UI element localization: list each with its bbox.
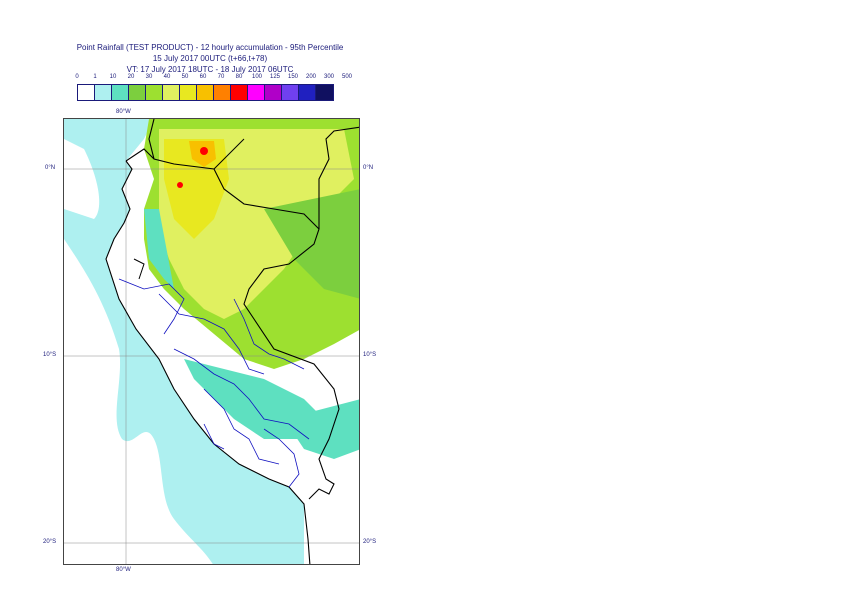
country-border <box>125 148 340 500</box>
legend-colour-box <box>163 85 180 100</box>
legend-tick-label: 500 <box>341 74 353 80</box>
rain-max-west <box>177 182 183 188</box>
legend-tick-label: 70 <box>217 74 225 80</box>
region-border <box>233 298 305 370</box>
legend-tick-label: 50 <box>181 74 189 80</box>
legend-tick-label: 1 <box>93 74 97 80</box>
lat-label-20-right: 20°S <box>363 539 377 545</box>
legend-tick-label: 125 <box>269 74 281 80</box>
legend-colour-box <box>299 85 316 100</box>
legend-colour-box <box>197 85 214 100</box>
region-border <box>263 428 300 488</box>
legend-colour-box <box>248 85 265 100</box>
legend-colour-box <box>265 85 282 100</box>
region-border <box>203 423 225 450</box>
legend-colour-box <box>316 85 333 100</box>
lat-label-10-left: 10°S <box>43 352 57 358</box>
lat-label-0-left: 0°N <box>45 165 56 171</box>
region-border <box>203 388 280 465</box>
legend-tick-label: 30 <box>145 74 153 80</box>
legend-tick-label: 100 <box>251 74 263 80</box>
ocean-dry-area-north <box>64 139 100 219</box>
chart-title: Point Rainfall (TEST PRODUCT) - 12 hourl… <box>60 42 360 75</box>
title-line-1: Point Rainfall (TEST PRODUCT) - 12 hourl… <box>76 43 344 52</box>
lon-label-top: 80°W <box>116 109 131 115</box>
rain-band-40-50 <box>164 139 229 239</box>
rain-band-1-10-coast <box>144 209 174 289</box>
colour-scale-legend: 0 1 10 20 30 40 50 60 70 80 100 125 150 200 300 500 <box>75 74 352 102</box>
rain-band-10-20-east <box>264 189 359 299</box>
country-border-ecuador-peru <box>133 258 145 280</box>
rainfall-map <box>63 118 360 565</box>
region-border <box>118 278 185 335</box>
lat-label-0-right: 0°N <box>363 165 374 171</box>
country-border-ne <box>213 138 245 170</box>
legend-tick-label: 20 <box>127 74 135 80</box>
title-line-2: 15 July 2017 00UTC (t+66,t+78) <box>152 54 268 63</box>
legend-tick-label: 200 <box>305 74 317 80</box>
legend-tick-label: 0 <box>75 74 79 80</box>
legend-colour-box <box>282 85 299 100</box>
legend-colour-box <box>78 85 95 100</box>
legend-tick-label: 60 <box>199 74 207 80</box>
legend-colour-box <box>129 85 146 100</box>
ocean-dry-area <box>64 239 213 564</box>
legend-colour-box <box>231 85 248 100</box>
legend-colour-box <box>112 85 129 100</box>
country-border-east <box>318 126 359 229</box>
lat-label-10-right: 10°S <box>363 352 377 358</box>
legend-colour-box <box>146 85 163 100</box>
legend-tick-label: 10 <box>109 74 117 80</box>
map-svg <box>64 119 359 564</box>
legend-tick-labels: 0 1 10 20 30 40 50 60 70 80 100 125 150 200 300 500 <box>75 74 352 83</box>
lat-label-20-left: 20°S <box>43 539 57 545</box>
legend-tick-label: 150 <box>287 74 299 80</box>
legend-colour-boxes <box>77 84 334 101</box>
rain-band-1-10-south <box>284 399 359 459</box>
region-border <box>158 293 265 375</box>
region-border <box>173 348 310 440</box>
legend-colour-box <box>180 85 197 100</box>
rain-max-north <box>200 147 208 155</box>
legend-tick-label: 300 <box>323 74 335 80</box>
legend-colour-box <box>214 85 231 100</box>
title-line-3: VT: 17 July 2017 18UTC - 18 July 2017 06… <box>126 65 294 74</box>
legend-colour-box <box>95 85 112 100</box>
legend-tick-label: 40 <box>163 74 171 80</box>
legend-tick-label: 80 <box>235 74 243 80</box>
lon-label-bottom: 80°W <box>116 567 131 573</box>
country-border-north <box>148 119 155 160</box>
